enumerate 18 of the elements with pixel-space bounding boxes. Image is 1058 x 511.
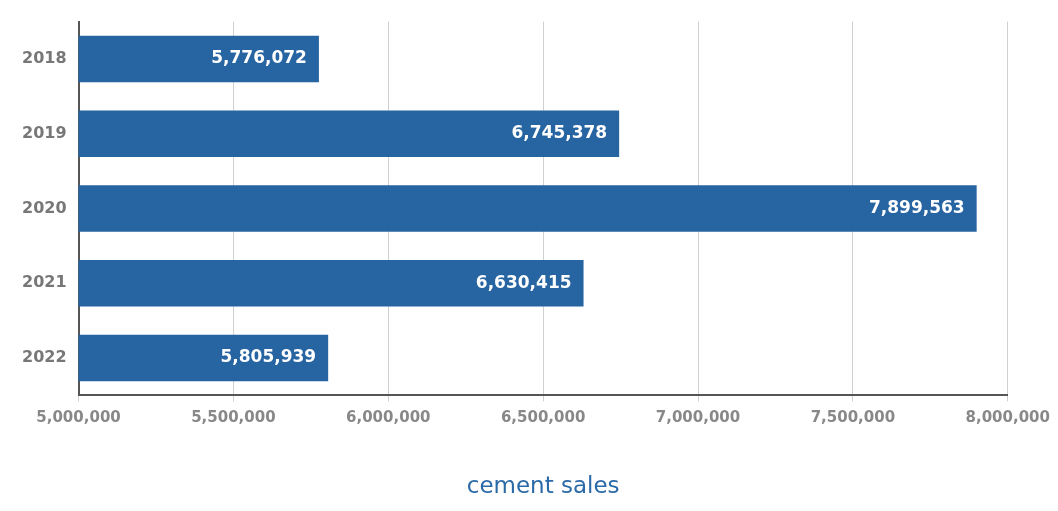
- y-tick-label: 2018: [22, 48, 67, 68]
- x-tick-label: 7,500,000: [810, 408, 896, 427]
- data-label: 5,776,072: [211, 47, 307, 68]
- y-tick-label: 2019: [22, 122, 67, 142]
- x-tick-label: 5,000,000: [36, 408, 121, 427]
- y-tick-label: 2021: [22, 272, 67, 292]
- x-axis-title: cement sales: [466, 472, 620, 499]
- data-label: 7,899,563: [868, 196, 965, 217]
- data-label: 6,630,415: [475, 271, 572, 292]
- y-tick-label: 2020: [22, 197, 67, 217]
- y-tick-label: 2022: [22, 347, 67, 367]
- x-tick-label: 8,000,000: [965, 408, 1051, 427]
- data-label: 6,745,378: [511, 122, 608, 143]
- x-tick-label: 6,500,000: [500, 408, 586, 427]
- data-label: 5,805,939: [220, 346, 317, 367]
- x-tick-label: 7,000,000: [655, 408, 741, 427]
- x-tick-label: 6,000,000: [346, 408, 431, 427]
- x-tick-label: 5,500,000: [191, 408, 276, 427]
